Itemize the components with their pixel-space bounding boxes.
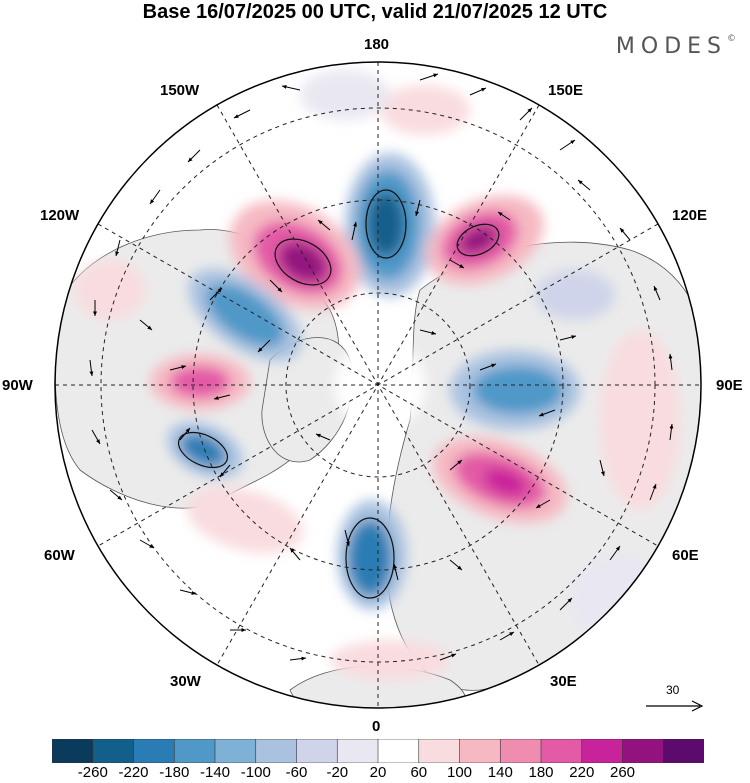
colorbar-swatch <box>255 739 298 763</box>
colorbar <box>52 739 704 763</box>
colorbar-swatch <box>622 739 664 763</box>
colorbar-swatch <box>418 739 461 763</box>
lon-label-120w: 120W <box>40 207 80 224</box>
lon-label-150e: 150E <box>548 82 584 99</box>
colorbar-tick-label: -260 <box>77 764 108 781</box>
colorbar-tick-label: 180 <box>528 764 554 781</box>
colorbar-tick-label: -140 <box>199 764 231 781</box>
lon-label-120e: 120E <box>672 207 708 224</box>
colorbar-tick-label: 20 <box>369 764 387 781</box>
colorbar-swatch <box>581 739 624 763</box>
lon-label-right: 90E <box>716 377 743 394</box>
colorbar-swatch <box>459 739 501 763</box>
colorbar-swatch <box>133 739 175 763</box>
colorbar-swatch <box>214 739 257 763</box>
colorbar-swatch <box>52 739 94 763</box>
brand-logo: MODES© <box>616 34 736 59</box>
colorbar-tick-label: -100 <box>240 764 271 781</box>
colorbar-tick-label: 140 <box>487 764 513 781</box>
lon-label-60e: 60E <box>672 547 699 564</box>
map-boundary <box>54 61 702 709</box>
graticule <box>55 62 701 708</box>
colorbar-tick-label: -20 <box>326 764 349 781</box>
lon-label-bottom: 0 <box>372 718 381 735</box>
contour-lines <box>177 189 500 599</box>
colorbar-swatch <box>499 739 542 763</box>
page-title: Base 16/07/2025 00 UTC, valid 21/07/2025… <box>142 1 608 23</box>
lon-label-top: 180 <box>364 36 390 53</box>
vector-legend-label: 30 <box>666 683 680 697</box>
lon-label-30w: 30W <box>170 673 201 690</box>
colorbar-swatch <box>296 739 338 763</box>
colorbar-swatch <box>377 739 420 763</box>
colorbar-tick-label: 100 <box>446 764 473 781</box>
colorbar-tick-label: 60 <box>410 764 428 781</box>
colorbar-swatch <box>540 739 583 763</box>
greenland-land <box>261 337 353 463</box>
colorbar-tick-label: 220 <box>569 764 595 781</box>
copyright-mark: © <box>727 34 736 44</box>
colorbar-swatch <box>662 739 704 763</box>
colorbar-swatch <box>92 739 135 763</box>
colorbar-tick-label: -60 <box>285 764 308 781</box>
colorbar-tick-label: -180 <box>159 764 190 781</box>
colorbar-swatch <box>336 739 379 763</box>
wind-vectors <box>89 73 674 661</box>
lon-label-60w: 60W <box>44 547 75 564</box>
anomaly-fields <box>75 70 680 680</box>
lon-label-30e: 30E <box>550 673 577 690</box>
lon-label-left: 90W <box>2 377 33 394</box>
vector-legend-arrow <box>646 700 704 712</box>
lon-label-150w: 150W <box>160 82 200 99</box>
brand-text: MODES <box>615 34 727 59</box>
colorbar-tick-label: 260 <box>609 764 636 781</box>
colorbar-swatch <box>173 739 216 763</box>
colorbar-tick-label: -220 <box>118 764 149 781</box>
